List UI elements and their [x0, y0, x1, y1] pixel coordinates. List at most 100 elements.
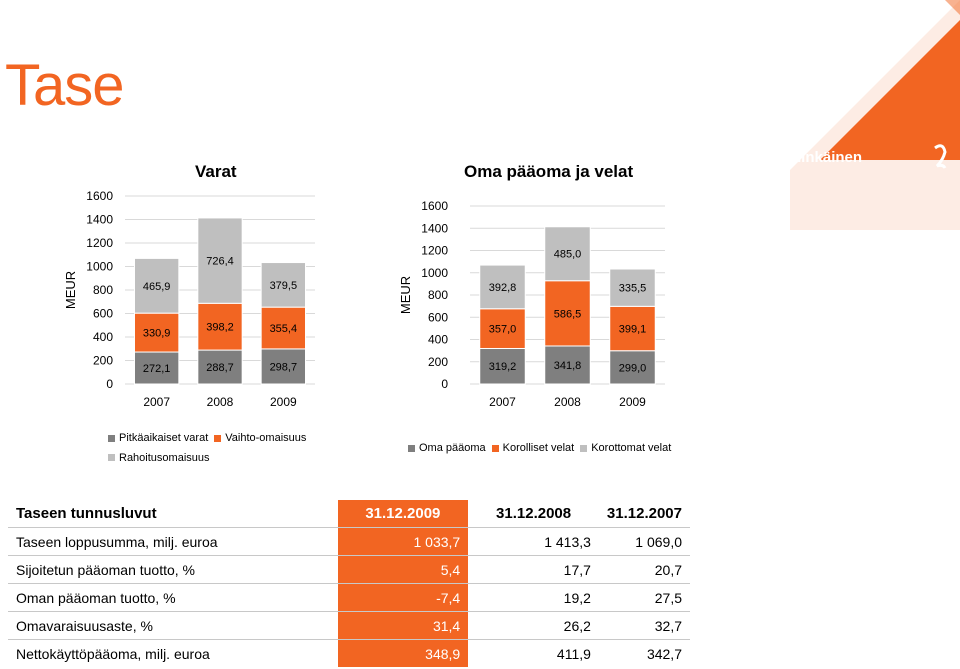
data-label: 330,9 — [143, 328, 171, 340]
kpi-value-2008: 411,9 — [556, 645, 591, 662]
x-tick-label: 2008 — [207, 395, 234, 409]
kpi-value-2007: 20,7 — [598, 555, 690, 584]
kpi-value-2008: 26,2 — [468, 611, 599, 640]
data-label: 485,0 — [554, 249, 582, 261]
y-tick-label: 1600 — [421, 199, 448, 213]
y-axis-label: MEUR — [398, 276, 413, 314]
bar-segment — [260, 348, 307, 385]
data-label: 355,4 — [270, 323, 298, 335]
data-label: 298,7 — [270, 361, 298, 373]
bar-segment — [544, 345, 591, 385]
legend-item: Korolliset velat — [491, 442, 574, 454]
bar-segment — [609, 305, 656, 352]
logo-graphic: Lemminkäinen — [757, 0, 960, 230]
kpi-header-2009: 31.12.2009 — [337, 500, 469, 528]
legend-label: Vaihto-omaisuus — [225, 432, 307, 444]
legend-swatch — [491, 444, 499, 452]
data-label: 398,2 — [206, 322, 234, 334]
y-tick-label: 0 — [106, 377, 113, 391]
bar-segment — [260, 262, 307, 308]
chart-oma-paaoma-ja-velat: MEUR 0 200 400 600 800 1000 1200 1400 1600 319,2 35… — [398, 199, 665, 409]
y-tick-label: 1400 — [421, 221, 448, 235]
bar-segment — [479, 347, 526, 385]
y-axis-label: MEUR — [63, 271, 78, 309]
x-tick-label: 2007 — [489, 395, 516, 409]
chart-title-oma-paaoma: Oma pääoma ja velat — [464, 162, 634, 181]
data-label: 319,2 — [489, 361, 517, 373]
y-tick-label: 200 — [428, 355, 448, 369]
y-tick-label: 400 — [428, 333, 448, 347]
kpi-value-2007: 27,5 — [598, 583, 690, 612]
bar-segment — [479, 264, 526, 310]
y-tick-label: 1200 — [86, 236, 113, 250]
kpi-row-label: Omavaraisuusaste, % — [8, 611, 338, 640]
table-row: Omavaraisuusaste, % 31,4 26,2 32,7 — [8, 611, 690, 640]
data-label: 288,7 — [206, 362, 234, 374]
legend-label: Korottomat velat — [591, 442, 672, 454]
kpi-row-label: Nettokäyttöpääoma, milj. euroa — [16, 645, 210, 662]
kpi-table: Taseen tunnusluvut 31.12.2009 31.12.2008… — [8, 500, 690, 667]
legend-varat: Pitkäaikaiset varat Vaihto-omaisuus Rahoi… — [108, 432, 368, 464]
legend-item: Korottomat velat — [580, 442, 671, 454]
kpi-value-2008: 19,2 — [468, 583, 599, 612]
y-tick-label: 1400 — [86, 213, 113, 227]
legend-label: Rahoitusomaisuus — [119, 451, 210, 464]
y-tick-label: 1200 — [421, 244, 448, 258]
logo-mark-icon — [934, 144, 947, 169]
table-row: Taseen loppusumma, milj. euroa 1 033,7 1… — [8, 527, 690, 556]
kpi-value-2009: 5,4 — [337, 555, 469, 584]
kpi-value-2007: 32,7 — [598, 611, 690, 640]
data-label: 726,4 — [206, 256, 234, 268]
table-row: Sijoitetun pääoman tuotto, % 5,4 17,7 20… — [8, 555, 690, 584]
kpi-value-2008: 17,7 — [468, 555, 599, 584]
y-tick-label: 800 — [428, 288, 448, 302]
x-tick-label: 2009 — [270, 395, 297, 409]
legend-swatch — [408, 444, 415, 452]
bar-segment — [260, 306, 307, 350]
y-tick-label: 800 — [93, 283, 113, 297]
legend-label: Oma pääoma — [419, 442, 486, 454]
legend-item: Pitkäaikaiset varat — [108, 432, 208, 444]
x-tick-label: 2007 — [143, 395, 170, 409]
table-row: Oman pääoman tuotto, % -7,4 19,2 27,5 — [8, 583, 690, 612]
data-label: 272,1 — [143, 363, 171, 375]
y-tick-label: 0 — [441, 377, 448, 391]
kpi-value-2007: 342,7 — [646, 645, 682, 662]
data-label: 379,5 — [270, 280, 298, 292]
lemminkainen-logo: Lemminkäinen — [730, 0, 960, 230]
y-tick-label: 200 — [93, 354, 113, 368]
kpi-value-2009: -7,4 — [337, 583, 469, 612]
legend-swatch — [580, 444, 588, 452]
kpi-value-2009: 348,9 — [337, 639, 469, 667]
kpi-header-2008: 31.12.2008 — [468, 500, 599, 528]
chart-varat: MEUR 0 200 400 600 800 1000 1200 1400 1600 272,1 33… — [63, 189, 315, 409]
y-tick-label: 600 — [93, 307, 113, 321]
legend-oma-paaoma: Oma pääoma Korolliset velat Korottomat vel… — [408, 442, 708, 455]
bar-segment — [544, 280, 591, 347]
y-tick-label: 400 — [93, 330, 113, 344]
data-label: 299,0 — [619, 362, 647, 374]
kpi-row-label: Oman pääoman tuotto, % — [8, 583, 338, 612]
data-label: 399,1 — [619, 324, 647, 336]
y-tick-label: 1000 — [421, 266, 448, 280]
legend-swatch — [108, 434, 115, 442]
bar-segment — [544, 226, 591, 282]
data-label: 335,5 — [619, 283, 647, 295]
bar-segment — [134, 257, 180, 314]
legend-item: Oma pääoma — [408, 442, 486, 454]
bar-segment — [197, 217, 243, 304]
kpi-row-label: Taseen loppusumma, milj. euroa — [8, 527, 338, 556]
table-row: Nettokäyttöpääoma, milj. euroa 348,9 411… — [8, 639, 690, 667]
bar-segment — [479, 308, 526, 349]
legend-swatch — [214, 434, 222, 442]
data-label: 392,8 — [489, 282, 517, 294]
legend-swatch — [108, 454, 115, 461]
kpi-value-2009: 1 033,7 — [337, 527, 469, 556]
x-tick-label: 2009 — [619, 395, 646, 409]
kpi-row-label: Sijoitetun pääoman tuotto, % — [8, 555, 338, 584]
data-label: 357,0 — [489, 324, 517, 336]
x-tick-label: 2008 — [554, 395, 581, 409]
kpi-table-header: Taseen tunnusluvut 31.12.2009 31.12.2008… — [8, 500, 690, 528]
logo-text: Lemminkäinen — [757, 149, 862, 166]
kpi-value-2008: 1 413,3 — [468, 527, 599, 556]
